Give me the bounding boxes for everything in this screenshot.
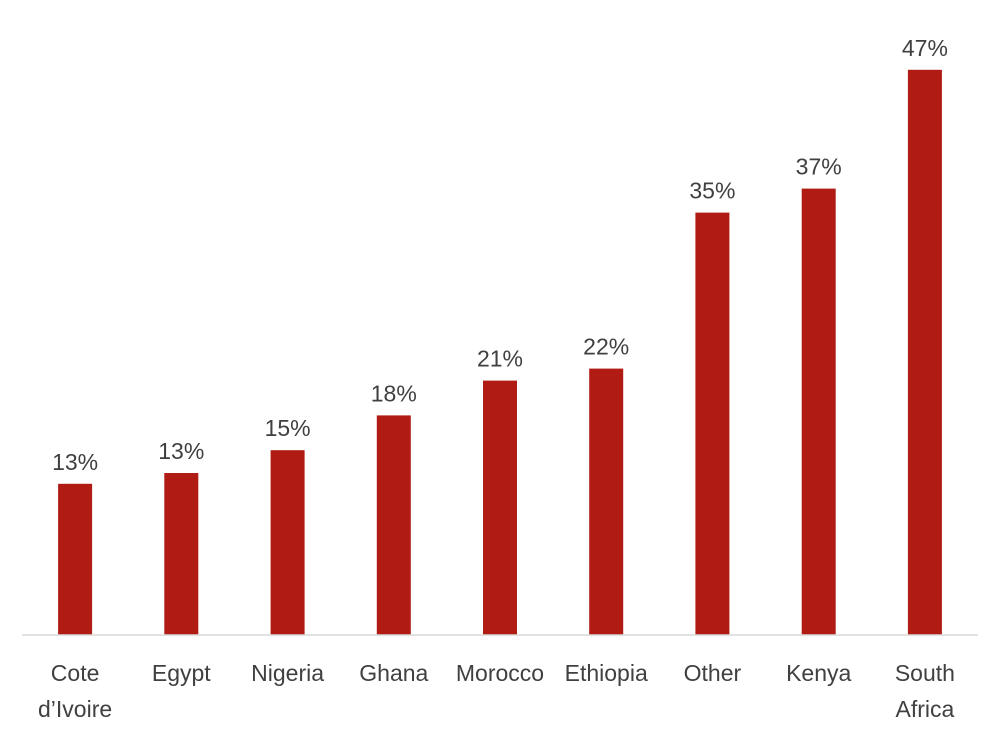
bar-value-label: 13% [52, 449, 98, 475]
bar [907, 69, 942, 636]
bar-value-label: 35% [689, 178, 735, 204]
x-tick-label-line: Morocco [456, 660, 544, 686]
x-tick-label-line: Kenya [786, 660, 851, 686]
x-tick-label-line: Nigeria [251, 660, 324, 686]
x-tick-label: Egypt [152, 660, 211, 686]
x-tick-label: Cote d’Ivoire [38, 660, 112, 722]
x-tick-label: Ghana [359, 660, 428, 686]
bar-value-label: 47% [902, 35, 948, 61]
bar-value-label: 13% [158, 438, 204, 464]
bar [58, 483, 93, 635]
bar-value-label: 37% [796, 154, 842, 180]
bar [483, 380, 517, 635]
bar [695, 212, 730, 635]
x-tick-label-line: Ethiopia [565, 660, 648, 686]
x-tick-label-line: Egypt [152, 660, 211, 686]
x-tick-label: Ethiopia [565, 660, 648, 686]
bar [164, 473, 199, 635]
x-tick-label-line: d’Ivoire [38, 696, 112, 722]
x-tick-label-line: South [895, 660, 955, 686]
x-tick-label: Other [684, 660, 742, 686]
x-tick-label: Morocco [456, 660, 544, 686]
x-tick-label: Nigeria [251, 660, 324, 686]
bar-value-label: 18% [371, 380, 417, 406]
bar [376, 415, 411, 635]
bar [589, 368, 624, 635]
bar-value-label: 22% [583, 334, 629, 360]
x-tick-labels-group: Cote d’Ivoire Egypt Nigeria Ghana Morocco Ethi… [38, 660, 955, 722]
bar [801, 188, 836, 635]
x-tick-label-line: Cote [51, 660, 100, 686]
x-tick-label-line: Africa [896, 696, 955, 722]
bars-group [58, 69, 942, 636]
bar [270, 450, 305, 635]
x-tick-label: Kenya [786, 660, 851, 686]
x-tick-label: South Africa [895, 660, 955, 722]
x-tick-label-line: Other [684, 660, 742, 686]
bar-value-label: 21% [477, 346, 523, 372]
x-tick-label-line: Ghana [359, 660, 428, 686]
value-labels-group: 13% 13% 15% 18% 21% 22% 35% 37% 47% [52, 35, 948, 475]
bar-value-label: 15% [265, 415, 311, 441]
